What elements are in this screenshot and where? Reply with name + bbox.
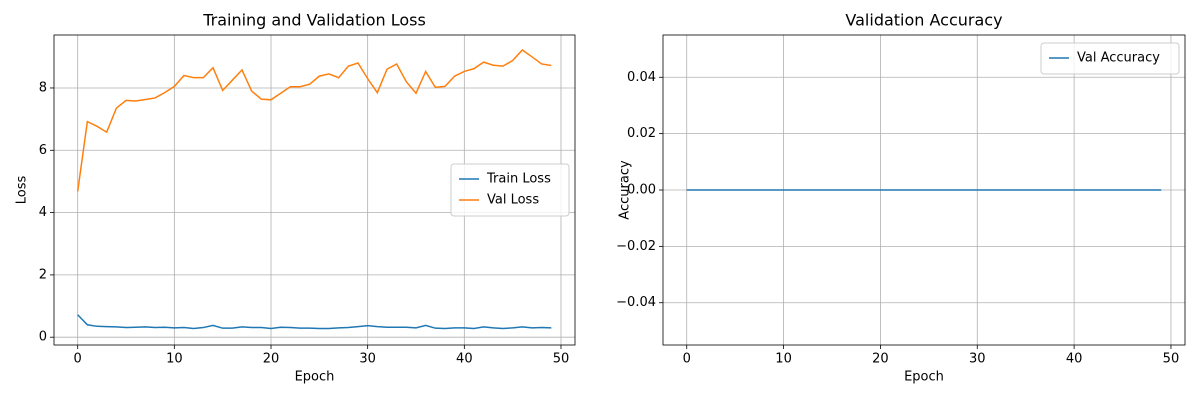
legend-box <box>1040 42 1180 75</box>
axes-frame <box>662 34 1186 346</box>
legend-label: Val Loss <box>487 193 539 208</box>
y-tick-label: −0.04 <box>616 295 656 310</box>
y-tick-label: 2 <box>39 267 47 282</box>
axes-frame <box>53 34 576 346</box>
y-tick-label: 0 <box>39 330 47 345</box>
x-tick-label: 50 <box>553 352 570 367</box>
legend: Train Loss Val Loss <box>450 163 570 217</box>
chart-title: Validation Accuracy <box>845 11 1002 30</box>
x-axis-label: Epoch <box>904 370 944 385</box>
chart-title: Training and Validation Loss <box>202 11 426 30</box>
y-axis-label: Accuracy <box>618 160 633 220</box>
x-axis-label: Epoch <box>295 370 335 385</box>
x-tick-label: 20 <box>872 352 889 367</box>
y-tick-label: 4 <box>39 205 47 220</box>
legend-label: Val Accuracy <box>1077 51 1160 66</box>
x-tick-label: 40 <box>456 352 473 367</box>
x-tick-label: 40 <box>1066 352 1083 367</box>
x-tick-label: 10 <box>775 352 792 367</box>
x-tick-label: 20 <box>263 352 280 367</box>
legend-box <box>450 163 570 217</box>
x-tick-label: 30 <box>969 352 986 367</box>
y-tick-label: 0.00 <box>627 183 656 198</box>
x-tick-label: 50 <box>1163 352 1180 367</box>
line <box>76 48 552 192</box>
x-tick-label: 0 <box>74 352 82 367</box>
x-tick-label: 0 <box>683 352 691 367</box>
y-axis-label: Loss <box>15 176 30 205</box>
y-tick-label: 0.02 <box>627 126 656 141</box>
x-tick-label: 30 <box>359 352 376 367</box>
y-tick-label: 6 <box>39 143 47 158</box>
y-tick-label: −0.02 <box>616 239 656 254</box>
y-tick-label: 8 <box>39 80 47 95</box>
legend-label: Train Loss <box>486 172 551 187</box>
y-tick-label: 0.04 <box>627 70 656 85</box>
x-tick-label: 10 <box>166 352 183 367</box>
legend: Val Accuracy <box>1040 42 1180 75</box>
line <box>77 314 552 330</box>
